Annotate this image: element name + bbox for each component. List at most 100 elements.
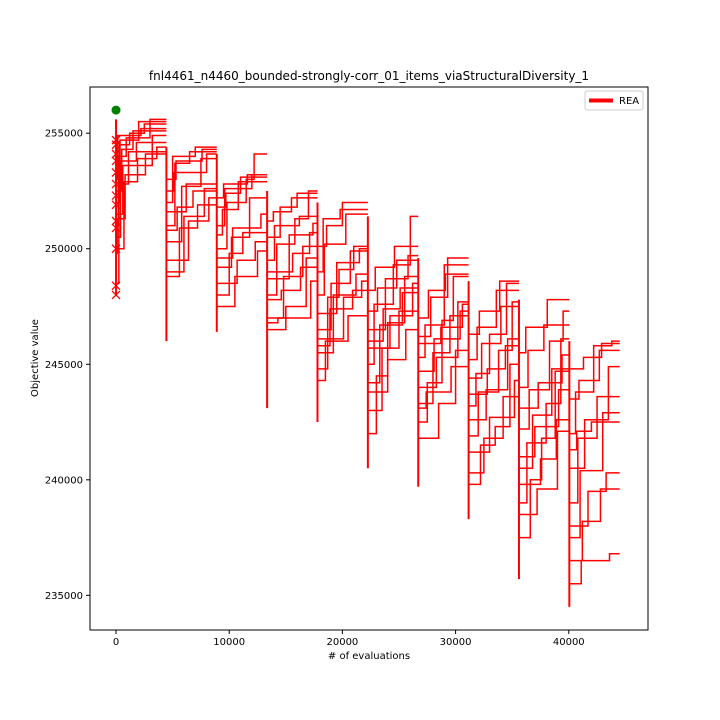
series-line: [166, 146, 217, 204]
chart-title: fnl4461_n4460_bounded-strongly-corr_01_i…: [149, 69, 589, 83]
series-line: [166, 187, 217, 273]
y-axis-label: Objective value: [30, 319, 41, 397]
x-tick-label: 40000: [553, 637, 585, 648]
x-tick-label: 0: [113, 637, 119, 648]
series-line: [166, 153, 217, 192]
initial-x-marker: [111, 135, 121, 145]
series-line: [367, 287, 419, 342]
series-line: [518, 324, 570, 389]
initial-x-marker: [111, 179, 121, 189]
series-line: [317, 289, 368, 347]
series-line: [116, 120, 167, 169]
series-line: [267, 215, 318, 262]
series-line: [166, 197, 217, 262]
legend-box: [584, 90, 644, 111]
plot-lines: [115, 118, 620, 607]
initial-x-marker: [111, 168, 121, 177]
series-line: [518, 298, 570, 354]
series-line: [267, 266, 318, 301]
series-line: [569, 349, 620, 400]
series-line: [367, 215, 419, 366]
series-line: [116, 146, 167, 250]
x-tick-label: 10000: [213, 637, 245, 648]
series-line: [367, 245, 419, 292]
series-line: [367, 291, 419, 384]
series-line: [216, 180, 268, 236]
series-line: [468, 282, 519, 407]
series-line: [468, 363, 519, 486]
series-line: [468, 280, 519, 335]
series-line: [418, 349, 469, 439]
y-tick-label: 240000: [45, 475, 83, 486]
x-tick-label: 30000: [440, 637, 472, 648]
y-tick-label: 245000: [45, 360, 83, 371]
series-line: [317, 315, 368, 382]
y-tick-label: 255000: [45, 129, 83, 140]
series-line: [216, 241, 268, 285]
y-tick-label: 250000: [45, 244, 83, 255]
series-line: [468, 305, 519, 379]
series-line: [166, 148, 217, 181]
series-line: [569, 421, 620, 451]
y-axis: 235000 240000 245000 250000 255000: [45, 129, 90, 602]
legend: REA: [584, 90, 644, 111]
series-line: [468, 301, 519, 437]
series-line: [569, 342, 620, 370]
x-axis: 0 10000 20000 30000 40000: [113, 630, 585, 648]
series-line: [216, 213, 268, 259]
series-line: [367, 328, 419, 393]
series-line: [166, 150, 217, 227]
series-line: [518, 418, 570, 486]
series-line: [569, 412, 620, 539]
series-line: [569, 488, 620, 562]
series-line: [317, 247, 368, 315]
series-line: [418, 257, 469, 338]
series-line: [367, 275, 419, 435]
series-line: [216, 231, 268, 296]
series-line: [216, 174, 268, 199]
series-line: [317, 280, 368, 340]
series-line: [317, 213, 368, 296]
series-line: [418, 365, 469, 409]
series-line: [317, 250, 368, 331]
series-line: [468, 345, 519, 396]
series-line: [569, 395, 620, 504]
series-line: [418, 315, 469, 405]
y-tick-label: 235000: [45, 591, 83, 602]
plot-frame: [89, 86, 649, 631]
series-line: [267, 197, 318, 222]
series-line: [317, 208, 368, 273]
best-marker: [111, 105, 121, 115]
series-line: [418, 310, 469, 372]
initial-x-marker: [111, 244, 121, 254]
initial-x-marker: [111, 281, 121, 291]
series-line: [166, 190, 217, 232]
series-line: [267, 222, 318, 280]
series-line: [518, 354, 570, 409]
series-line: [418, 301, 469, 389]
series-line: [267, 231, 318, 273]
initial-x-marker: [111, 223, 121, 233]
series-line: [267, 257, 318, 331]
series-line: [216, 250, 268, 308]
series-line: [518, 338, 570, 504]
series-line: [518, 310, 570, 430]
series-line: [569, 472, 620, 527]
series-line: [317, 201, 368, 248]
series-line: [518, 368, 570, 470]
series-line: [367, 282, 419, 349]
legend-label: REA: [619, 96, 639, 107]
series-line: [418, 273, 469, 319]
series-line: [267, 192, 318, 238]
series-line: [216, 153, 268, 250]
initial-x-marker: [111, 290, 121, 300]
x-tick-label: 20000: [326, 637, 358, 648]
series-line: [267, 190, 318, 296]
series-line: [569, 340, 620, 435]
series-line: [367, 259, 419, 312]
series-line: [418, 275, 469, 423]
series-line: [468, 395, 519, 474]
series-line: [569, 553, 620, 585]
initial-x-marker: [111, 156, 121, 166]
